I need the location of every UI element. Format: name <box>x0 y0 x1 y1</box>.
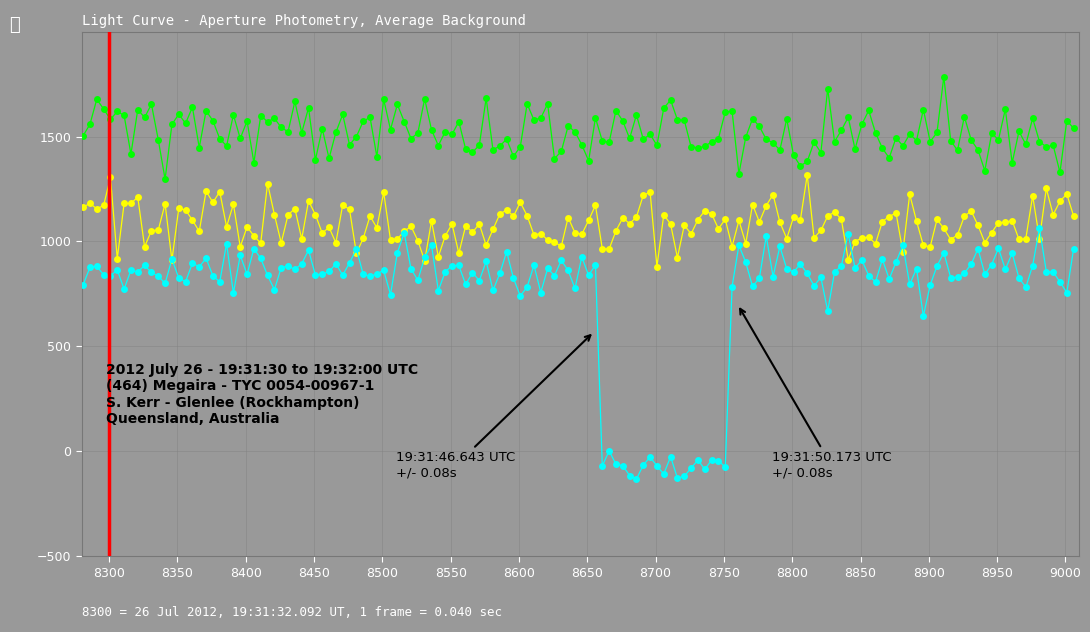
Text: Light Curve - Aperture Photometry, Average Background: Light Curve - Aperture Photometry, Avera… <box>82 14 525 28</box>
Text: ⧉: ⧉ <box>9 16 20 34</box>
Text: 8300 = 26 Jul 2012, 19:31:32.092 UT, 1 frame = 0.040 sec: 8300 = 26 Jul 2012, 19:31:32.092 UT, 1 f… <box>82 606 501 619</box>
Text: 2012 July 26 - 19:31:30 to 19:32:00 UTC
(464) Megaira - TYC 0054-00967-1
S. Kerr: 2012 July 26 - 19:31:30 to 19:32:00 UTC … <box>107 363 419 426</box>
Text: 19:31:50.173 UTC
+/- 0.08s: 19:31:50.173 UTC +/- 0.08s <box>740 309 892 480</box>
Text: 19:31:46.643 UTC
+/- 0.08s: 19:31:46.643 UTC +/- 0.08s <box>396 335 591 480</box>
